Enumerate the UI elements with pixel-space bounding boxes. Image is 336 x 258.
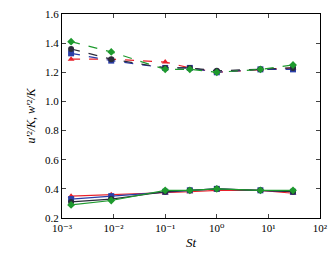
svg-text:10¹: 10¹ bbox=[261, 222, 275, 234]
svg-text:0.2: 0.2 bbox=[45, 212, 59, 224]
svg-text:10⁻¹: 10⁻¹ bbox=[155, 222, 175, 234]
svg-text:0.8: 0.8 bbox=[45, 124, 59, 136]
svg-text:St: St bbox=[186, 235, 197, 250]
svg-text:0.4: 0.4 bbox=[45, 183, 59, 195]
svg-text:u′²/K, w′²/K: u′²/K, w′²/K bbox=[24, 87, 38, 143]
svg-text:10⁰: 10⁰ bbox=[209, 222, 225, 234]
svg-text:10²: 10² bbox=[313, 222, 328, 234]
svg-text:1.2: 1.2 bbox=[45, 66, 59, 78]
svg-text:1.6: 1.6 bbox=[45, 8, 59, 20]
svg-text:10⁻²: 10⁻² bbox=[104, 222, 125, 234]
svg-text:10⁻³: 10⁻³ bbox=[52, 222, 73, 234]
svg-text:0.6: 0.6 bbox=[45, 154, 59, 166]
svg-text:1.4: 1.4 bbox=[45, 37, 59, 49]
svg-text:1.0: 1.0 bbox=[45, 95, 59, 107]
